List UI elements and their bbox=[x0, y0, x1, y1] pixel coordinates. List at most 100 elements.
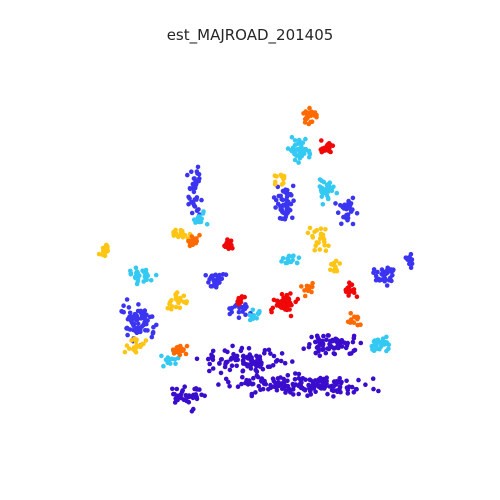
map-point bbox=[326, 243, 331, 249]
map-point bbox=[328, 149, 333, 155]
map-point bbox=[375, 337, 381, 343]
map-point bbox=[373, 342, 379, 348]
map-point bbox=[356, 377, 361, 383]
map-point bbox=[344, 212, 349, 218]
map-point bbox=[184, 343, 190, 349]
map-point bbox=[127, 314, 132, 320]
map-point bbox=[131, 345, 137, 350]
map-point bbox=[192, 184, 198, 189]
map-point bbox=[329, 188, 335, 193]
map-point bbox=[209, 352, 214, 358]
map-point bbox=[254, 353, 259, 359]
map-point bbox=[324, 192, 330, 198]
map-point bbox=[321, 333, 326, 339]
map-point bbox=[342, 340, 347, 346]
map-point bbox=[371, 386, 376, 392]
map-point bbox=[286, 253, 292, 259]
map-point bbox=[390, 273, 395, 278]
map-point bbox=[248, 366, 254, 371]
map-point bbox=[298, 140, 303, 145]
map-point bbox=[310, 235, 316, 240]
map-point bbox=[254, 373, 260, 378]
map-point bbox=[314, 345, 320, 350]
map-point bbox=[333, 345, 339, 350]
map-point bbox=[281, 380, 287, 385]
map-point bbox=[310, 280, 315, 286]
map-point bbox=[313, 389, 318, 395]
map-point bbox=[241, 353, 246, 359]
map-point bbox=[278, 358, 284, 364]
map-point bbox=[235, 357, 240, 363]
map-point bbox=[236, 315, 242, 321]
map-point bbox=[205, 356, 211, 362]
map-point bbox=[349, 384, 355, 390]
map-point bbox=[229, 363, 235, 369]
map-point bbox=[282, 360, 288, 366]
map-point bbox=[187, 196, 192, 201]
map-point bbox=[177, 393, 183, 398]
map-point bbox=[194, 208, 200, 213]
map-point bbox=[194, 236, 199, 241]
map-point bbox=[250, 381, 256, 387]
map-point bbox=[334, 190, 340, 196]
map-point bbox=[142, 308, 148, 313]
map-point bbox=[127, 310, 133, 316]
map-point bbox=[279, 386, 285, 392]
map-point bbox=[260, 366, 266, 372]
map-point bbox=[119, 309, 124, 314]
map-point bbox=[384, 340, 390, 345]
map-point bbox=[325, 346, 330, 351]
map-point bbox=[170, 347, 176, 353]
map-title: est_MAJROAD_201405 bbox=[166, 26, 334, 44]
map-point bbox=[222, 348, 228, 353]
map-point bbox=[254, 316, 259, 321]
map-point bbox=[271, 353, 277, 359]
map-point bbox=[382, 277, 388, 282]
map-point bbox=[280, 301, 286, 306]
map-point bbox=[177, 352, 183, 358]
map-point bbox=[371, 267, 377, 272]
map-point bbox=[285, 373, 291, 378]
map-point bbox=[194, 396, 200, 402]
map-point bbox=[307, 105, 312, 111]
map-point bbox=[358, 340, 364, 346]
map-point bbox=[125, 332, 130, 338]
map-point bbox=[350, 195, 356, 201]
map-point bbox=[223, 272, 229, 278]
map-point bbox=[217, 361, 222, 366]
map-point bbox=[217, 272, 222, 278]
map-point bbox=[330, 143, 336, 148]
map-point bbox=[124, 297, 130, 302]
map-point bbox=[325, 333, 331, 338]
map-point bbox=[305, 393, 310, 399]
map-point bbox=[335, 210, 341, 215]
map-point bbox=[223, 361, 228, 367]
map-point bbox=[332, 267, 337, 273]
map-point bbox=[194, 197, 199, 202]
map-point bbox=[227, 367, 233, 373]
map-point bbox=[240, 368, 246, 374]
map-point bbox=[343, 345, 349, 351]
map-point bbox=[339, 221, 344, 227]
map-point bbox=[228, 243, 233, 249]
map-point bbox=[138, 316, 144, 321]
map-point bbox=[193, 240, 199, 246]
map-point bbox=[137, 344, 143, 349]
map-point bbox=[258, 378, 264, 384]
map-point bbox=[339, 344, 345, 349]
map-point bbox=[296, 376, 302, 381]
map-point bbox=[235, 384, 241, 390]
map-point bbox=[135, 279, 141, 284]
map-point bbox=[328, 267, 333, 273]
map-point bbox=[344, 378, 349, 384]
map-point bbox=[307, 150, 312, 155]
map-point bbox=[298, 384, 304, 390]
map-point bbox=[250, 307, 256, 313]
map-point bbox=[350, 339, 356, 345]
map-point bbox=[308, 113, 314, 119]
map-point bbox=[323, 350, 329, 356]
map-point bbox=[344, 385, 350, 391]
map-point bbox=[273, 205, 278, 210]
map-point bbox=[262, 348, 268, 353]
map-point bbox=[304, 115, 309, 120]
